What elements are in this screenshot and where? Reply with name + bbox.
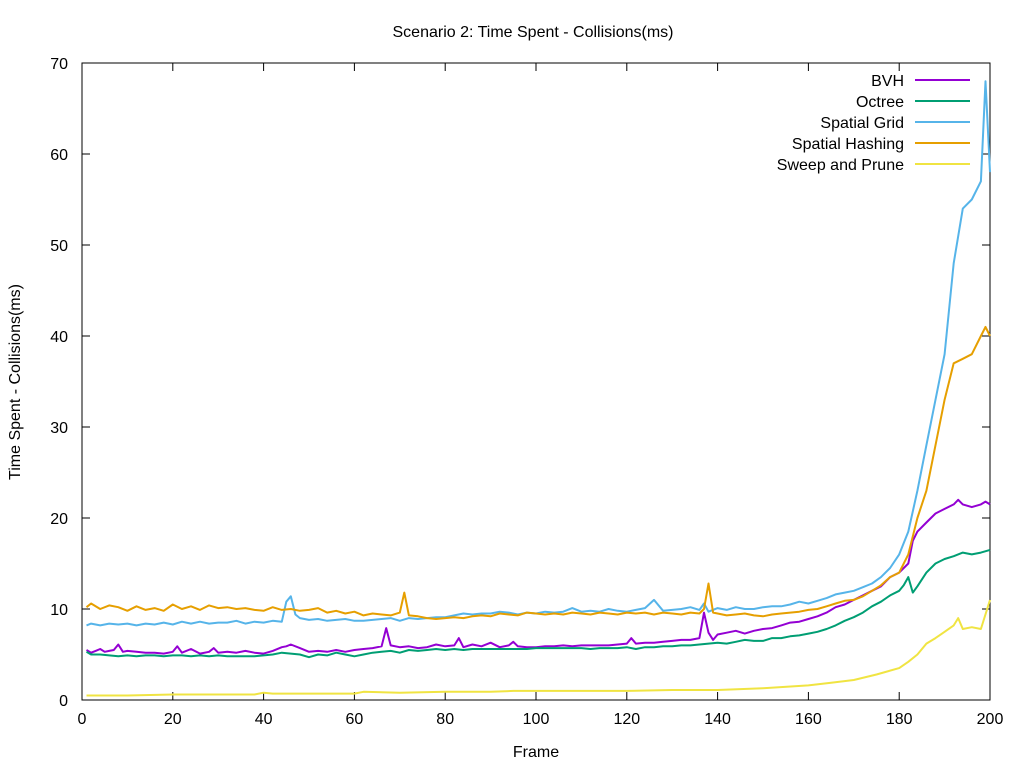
x-axis-label: Frame (513, 744, 559, 761)
y-tick-label: 40 (50, 329, 68, 346)
series-line-bvh (85, 498, 991, 655)
x-tick-label: 0 (78, 711, 87, 728)
x-tick-label: 140 (704, 711, 731, 728)
legend-label-spatial-grid: Spatial Grid (820, 115, 904, 132)
x-tick-label: 40 (255, 711, 273, 728)
y-tick-label: 60 (50, 147, 68, 164)
y-tick-label: 20 (50, 511, 68, 528)
series-line-octree (85, 548, 991, 659)
series-line-spatial-hashing (85, 325, 991, 620)
axes: 0 20 40 60 80 100 120 140 160 180 200 0 10 20 30 40 50 60… (50, 56, 1003, 728)
x-tick-label: 180 (886, 711, 913, 728)
x-tick-label: 100 (523, 711, 550, 728)
y-tick-label: 30 (50, 420, 68, 437)
series-layer (85, 80, 991, 697)
x-tick-label: 60 (346, 711, 364, 728)
y-tick-label: 0 (59, 693, 68, 710)
series-line-sweep-and-prune (86, 599, 991, 697)
legend-label-spatial-hashing: Spatial Hashing (792, 136, 904, 153)
x-tick-label: 200 (977, 711, 1004, 728)
chart-title: Scenario 2: Time Spent - Collisions(ms) (393, 24, 674, 41)
legend-label-octree: Octree (856, 94, 904, 111)
y-tick-label: 50 (50, 238, 68, 255)
x-tick-label: 20 (164, 711, 182, 728)
x-tick-label: 80 (436, 711, 454, 728)
y-tick-label: 70 (50, 56, 68, 73)
x-tick-label: 120 (613, 711, 640, 728)
y-axis-label: Time Spent - Collisions(ms) (7, 284, 24, 480)
legend-label-sweep-and-prune: Sweep and Prune (777, 157, 904, 174)
y-tick-label: 10 (50, 602, 68, 619)
legend: BVH Octree Spatial Grid Spatial Hashing Swee… (777, 73, 970, 174)
x-tick-label: 160 (795, 711, 822, 728)
legend-label-bvh: BVH (871, 73, 904, 90)
